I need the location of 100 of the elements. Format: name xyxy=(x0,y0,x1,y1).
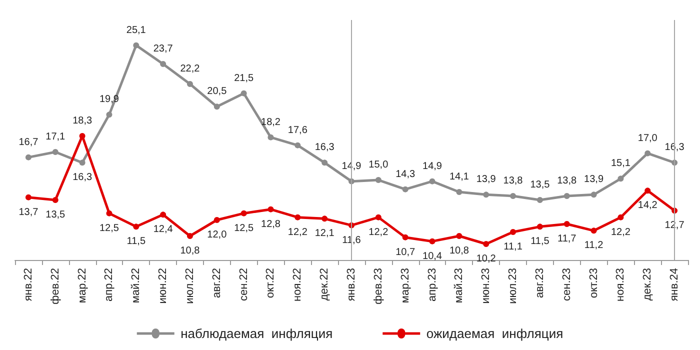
data-label: 18,3 xyxy=(72,116,92,126)
data-label: 16,7 xyxy=(18,136,39,148)
point xyxy=(375,214,382,220)
x-tick-label: фев.22 xyxy=(49,268,62,304)
x-tick-label: окт.22 xyxy=(264,268,277,298)
point xyxy=(106,112,112,118)
data-label: 21,5 xyxy=(234,72,254,84)
point xyxy=(79,160,86,166)
point xyxy=(644,150,651,156)
data-label: 25,1 xyxy=(126,24,146,36)
point xyxy=(52,149,58,155)
data-label: 12,0 xyxy=(207,230,228,240)
x-tick-label: июл.23 xyxy=(507,268,520,304)
point xyxy=(214,104,220,110)
data-label: 10,4 xyxy=(422,250,442,262)
data-label: 16,3 xyxy=(72,172,92,184)
point xyxy=(456,189,462,195)
point xyxy=(429,238,436,244)
point xyxy=(618,176,624,182)
data-label: 17,1 xyxy=(46,132,66,142)
legend-label: ожидаемая инфляция xyxy=(426,326,564,341)
legend-label: наблюдаемая инфляция xyxy=(180,326,333,341)
data-label: 17,0 xyxy=(638,132,658,144)
point xyxy=(214,217,220,223)
data-label: 11,7 xyxy=(557,234,577,244)
point xyxy=(456,233,462,239)
point xyxy=(483,241,490,247)
data-label: 10,8 xyxy=(449,246,470,256)
point xyxy=(483,192,490,198)
x-tick-label: май.23 xyxy=(453,268,466,304)
data-label: 12,2 xyxy=(288,226,308,238)
data-label: 15,0 xyxy=(368,160,389,170)
x-tick-label: ноя.23 xyxy=(614,268,627,302)
data-label: 14,1 xyxy=(449,172,470,182)
data-label: 13,9 xyxy=(584,174,604,186)
data-label: 17,6 xyxy=(288,124,308,136)
data-label: 13,5 xyxy=(46,210,66,220)
point xyxy=(322,216,328,222)
point xyxy=(240,210,247,216)
x-tick-label: сен.22 xyxy=(238,268,250,301)
data-label: 12,4 xyxy=(153,224,174,236)
point xyxy=(536,224,543,230)
point xyxy=(510,229,516,235)
x-tick-label: авг.23 xyxy=(534,268,546,298)
data-label: 22,2 xyxy=(180,64,200,74)
data-label: 10,8 xyxy=(180,246,200,256)
point xyxy=(322,160,328,166)
point xyxy=(186,233,193,239)
x-tick-label: янв.23 xyxy=(346,268,358,302)
point xyxy=(536,197,543,203)
data-label: 11,2 xyxy=(584,240,604,252)
point xyxy=(186,81,193,87)
data-label: 15,1 xyxy=(610,158,631,170)
point xyxy=(268,206,274,212)
point xyxy=(294,142,301,148)
x-tick-label: мар.22 xyxy=(76,268,88,304)
point xyxy=(402,186,408,192)
data-label: 11,1 xyxy=(504,242,523,252)
x-tick-label: июл.22 xyxy=(184,268,196,304)
point xyxy=(133,224,140,230)
x-tick-label: янв.24 xyxy=(668,268,681,302)
data-label: 20,5 xyxy=(207,86,228,98)
data-label: 12,5 xyxy=(99,222,120,234)
point xyxy=(402,234,408,240)
data-label: 19,9 xyxy=(99,94,120,106)
point xyxy=(25,154,32,160)
x-tick-label: апр.23 xyxy=(426,268,438,302)
point xyxy=(268,134,274,140)
x-tick-label: дек.23 xyxy=(642,268,654,301)
point xyxy=(52,197,58,203)
x-tick-label: окт.23 xyxy=(588,268,600,298)
data-label: 13,7 xyxy=(18,206,39,218)
data-label: 11,5 xyxy=(530,236,550,248)
point xyxy=(644,188,651,194)
x-tick-label: мар.23 xyxy=(399,268,412,304)
point xyxy=(429,178,436,184)
x-tick-label: июн.23 xyxy=(480,268,492,304)
data-label: 13,8 xyxy=(503,176,524,186)
x-tick-label: июн.22 xyxy=(157,268,170,304)
data-label: 10,2 xyxy=(476,254,496,264)
point xyxy=(564,193,570,199)
point xyxy=(160,61,166,67)
data-label: 23,7 xyxy=(153,44,174,54)
point xyxy=(590,192,597,198)
point xyxy=(79,133,86,139)
data-label: 12,8 xyxy=(261,218,281,230)
point xyxy=(160,212,166,218)
data-label: 13,5 xyxy=(530,180,550,190)
data-label: 12,2 xyxy=(610,226,631,238)
data-label: 14,9 xyxy=(422,160,442,172)
x-tick-label: авг.22 xyxy=(210,268,223,298)
x-tick-label: ноя.22 xyxy=(292,268,304,302)
x-tick-label: фев.23 xyxy=(372,268,384,304)
point xyxy=(294,214,301,220)
data-label: 12,2 xyxy=(368,226,389,238)
data-label: 18,2 xyxy=(261,116,281,128)
point xyxy=(25,194,32,200)
data-label: 14,3 xyxy=(396,168,416,180)
point xyxy=(106,210,112,216)
point xyxy=(510,193,516,199)
